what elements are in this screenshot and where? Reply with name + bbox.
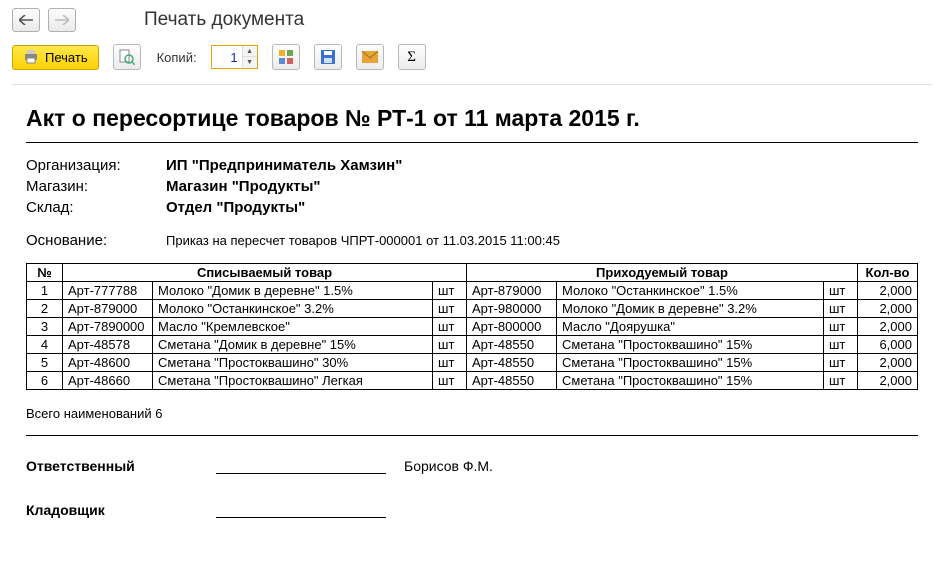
cell-writeoff-name: Сметана "Домик в деревне" 15% bbox=[153, 336, 433, 354]
arrow-right-icon bbox=[55, 15, 69, 25]
cell-writeoff-unit: шт bbox=[433, 300, 467, 318]
document-title: Акт о пересортице товаров № РТ-1 от 11 м… bbox=[26, 105, 918, 143]
document-page: Акт о пересортице товаров № РТ-1 от 11 м… bbox=[12, 84, 932, 548]
store-value: Отдел "Продукты" bbox=[166, 199, 305, 216]
table-row: 2Арт-879000Молоко "Останкинское" 3.2%штА… bbox=[27, 300, 918, 318]
table-row: 4Арт-48578Сметана "Домик в деревне" 15%ш… bbox=[27, 336, 918, 354]
cell-writeoff-name: Молоко "Останкинское" 3.2% bbox=[153, 300, 433, 318]
templates-button[interactable] bbox=[272, 44, 300, 70]
cell-qty: 6,000 bbox=[858, 336, 918, 354]
cell-num: 6 bbox=[27, 372, 63, 390]
cell-writeoff-unit: шт bbox=[433, 354, 467, 372]
basis-value: Приказ на пересчет товаров ЧПРТ-000001 о… bbox=[166, 232, 560, 249]
col-header-num: № bbox=[27, 264, 63, 282]
print-button[interactable]: Печать bbox=[12, 45, 99, 70]
table-row: 6Арт-48660Сметана "Простоквашино" Легкая… bbox=[27, 372, 918, 390]
send-mail-button[interactable] bbox=[356, 44, 384, 70]
copies-label: Копий: bbox=[157, 50, 197, 65]
page-magnifier-icon bbox=[119, 49, 135, 65]
responsible-name: Борисов Ф.М. bbox=[404, 458, 493, 474]
sum-button[interactable]: Σ bbox=[398, 44, 426, 70]
grid-icon bbox=[279, 50, 293, 64]
arrow-left-icon bbox=[19, 15, 33, 25]
cell-incoming-article: Арт-48550 bbox=[467, 354, 557, 372]
nav-back-button[interactable] bbox=[12, 8, 40, 32]
cell-incoming-unit: шт bbox=[824, 282, 858, 300]
table-row: 1Арт-777788Молоко "Домик в деревне" 1.5%… bbox=[27, 282, 918, 300]
cell-writeoff-article: Арт-879000 bbox=[63, 300, 153, 318]
cell-num: 4 bbox=[27, 336, 63, 354]
responsible-label: Ответственный bbox=[26, 458, 216, 474]
cell-incoming-name: Молоко "Останкинское" 1.5% bbox=[557, 282, 824, 300]
shop-label: Магазин: bbox=[26, 178, 166, 195]
cell-qty: 2,000 bbox=[858, 354, 918, 372]
cell-incoming-name: Молоко "Домик в деревне" 3.2% bbox=[557, 300, 824, 318]
cell-num: 5 bbox=[27, 354, 63, 372]
storekeeper-sign-line bbox=[216, 500, 386, 518]
totals-line: Всего наименований 6 bbox=[26, 406, 918, 436]
cell-incoming-name: Масло "Доярушка" bbox=[557, 318, 824, 336]
cell-writeoff-name: Сметана "Простоквашино" 30% bbox=[153, 354, 433, 372]
col-header-incoming: Приходуемый товар bbox=[467, 264, 858, 282]
table-row: 3Арт-7890000Масло "Кремлевское"штАрт-800… bbox=[27, 318, 918, 336]
cell-incoming-name: Сметана "Простоквашино" 15% bbox=[557, 372, 824, 390]
cell-incoming-unit: шт bbox=[824, 372, 858, 390]
cell-qty: 2,000 bbox=[858, 282, 918, 300]
cell-writeoff-article: Арт-48660 bbox=[63, 372, 153, 390]
cell-writeoff-name: Молоко "Домик в деревне" 1.5% bbox=[153, 282, 433, 300]
diskette-icon bbox=[321, 50, 335, 64]
cell-incoming-unit: шт bbox=[824, 300, 858, 318]
cell-writeoff-article: Арт-48578 bbox=[63, 336, 153, 354]
org-label: Организация: bbox=[26, 157, 166, 174]
save-button[interactable] bbox=[314, 44, 342, 70]
window-title: Печать документа bbox=[144, 9, 304, 31]
print-button-label: Печать bbox=[45, 50, 88, 65]
cell-writeoff-article: Арт-48600 bbox=[63, 354, 153, 372]
cell-writeoff-article: Арт-7890000 bbox=[63, 318, 153, 336]
cell-incoming-unit: шт bbox=[824, 318, 858, 336]
cell-qty: 2,000 bbox=[858, 300, 918, 318]
items-table: № Списываемый товар Приходуемый товар Ко… bbox=[26, 263, 918, 390]
cell-writeoff-unit: шт bbox=[433, 336, 467, 354]
cell-num: 2 bbox=[27, 300, 63, 318]
envelope-icon bbox=[362, 51, 378, 63]
cell-incoming-article: Арт-48550 bbox=[467, 336, 557, 354]
cell-writeoff-unit: шт bbox=[433, 372, 467, 390]
col-header-qty: Кол-во bbox=[858, 264, 918, 282]
cell-incoming-article: Арт-980000 bbox=[467, 300, 557, 318]
cell-writeoff-article: Арт-777788 bbox=[63, 282, 153, 300]
shop-value: Магазин "Продукты" bbox=[166, 178, 321, 195]
cell-writeoff-unit: шт bbox=[433, 318, 467, 336]
copies-down-button[interactable]: ▼ bbox=[243, 57, 257, 68]
cell-incoming-name: Сметана "Простоквашино" 15% bbox=[557, 354, 824, 372]
cell-incoming-article: Арт-879000 bbox=[467, 282, 557, 300]
col-header-writeoff: Списываемый товар bbox=[63, 264, 467, 282]
table-row: 5Арт-48600Сметана "Простоквашино" 30%штА… bbox=[27, 354, 918, 372]
storekeeper-label: Кладовщик bbox=[26, 502, 216, 518]
cell-writeoff-name: Сметана "Простоквашино" Легкая bbox=[153, 372, 433, 390]
cell-num: 1 bbox=[27, 282, 63, 300]
cell-qty: 2,000 bbox=[858, 318, 918, 336]
responsible-sign-line bbox=[216, 456, 386, 474]
cell-incoming-article: Арт-800000 bbox=[467, 318, 557, 336]
cell-incoming-article: Арт-48550 bbox=[467, 372, 557, 390]
cell-writeoff-name: Масло "Кремлевское" bbox=[153, 318, 433, 336]
cell-writeoff-unit: шт bbox=[433, 282, 467, 300]
printer-icon bbox=[23, 50, 39, 64]
preview-button[interactable] bbox=[113, 44, 141, 70]
sigma-icon: Σ bbox=[407, 49, 416, 66]
copies-input[interactable] bbox=[212, 46, 242, 68]
cell-incoming-name: Сметана "Простоквашино" 15% bbox=[557, 336, 824, 354]
copies-up-button[interactable]: ▲ bbox=[243, 46, 257, 57]
nav-forward-button[interactable] bbox=[48, 8, 76, 32]
cell-incoming-unit: шт bbox=[824, 336, 858, 354]
copies-spinner[interactable]: ▲ ▼ bbox=[211, 45, 258, 69]
cell-num: 3 bbox=[27, 318, 63, 336]
cell-incoming-unit: шт bbox=[824, 354, 858, 372]
cell-qty: 2,000 bbox=[858, 372, 918, 390]
store-label: Склад: bbox=[26, 199, 166, 216]
org-value: ИП "Предприниматель Хамзин" bbox=[166, 157, 402, 174]
basis-label: Основание: bbox=[26, 232, 166, 249]
